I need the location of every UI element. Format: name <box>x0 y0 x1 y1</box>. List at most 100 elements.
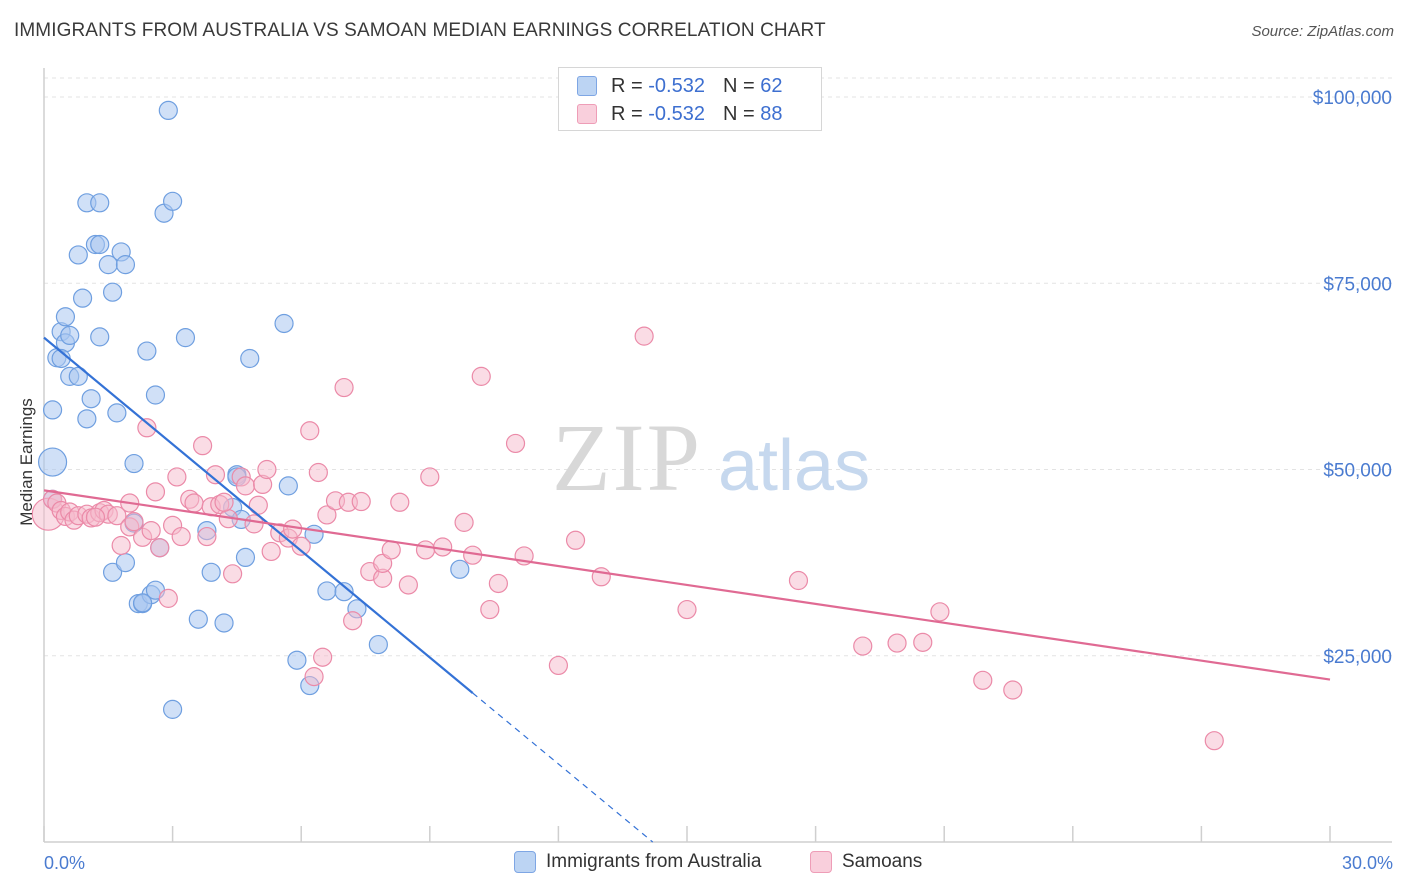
x-tick-label-min: 0.0% <box>44 853 85 873</box>
data-point-australia <box>60 325 80 345</box>
data-point-samoans <box>454 512 474 532</box>
data-point-australia <box>175 328 196 348</box>
data-point-samoans <box>214 492 234 512</box>
legend-r-value: -0.532 <box>648 102 705 125</box>
x-tick-label-max: 30.0% <box>1342 853 1393 873</box>
data-point-samoans <box>235 476 256 496</box>
data-point-samoans <box>373 553 393 573</box>
legend-n-value: 88 <box>760 102 783 125</box>
data-point-australia <box>102 562 123 582</box>
legend-r-label: R = <box>611 74 643 97</box>
data-point-samoans <box>257 459 277 480</box>
data-point-australia <box>115 255 136 275</box>
data-point-samoans <box>548 655 569 676</box>
data-point-samoans <box>381 540 401 560</box>
series-samoans-points <box>31 326 1224 751</box>
data-point-samoans <box>788 570 809 591</box>
data-point-samoans <box>223 564 243 584</box>
data-point-samoans <box>197 526 217 547</box>
trend-lines <box>43 336 1331 843</box>
legend-r-label: R = <box>611 102 643 125</box>
data-point-samoans <box>85 507 106 527</box>
data-point-samoans <box>471 366 491 386</box>
data-point-samoans <box>145 482 166 502</box>
data-point-australia <box>102 282 123 302</box>
trend-line-australia-extension <box>472 692 654 843</box>
bottom-legend-label-australia: Immigrants from Australia <box>546 851 762 872</box>
data-point-australia <box>115 553 136 573</box>
data-point-samoans <box>283 519 303 539</box>
data-point-australia <box>235 547 256 568</box>
data-point-samoans <box>308 462 328 483</box>
data-point-samoans <box>184 493 204 513</box>
data-point-australia <box>240 348 260 369</box>
trend-line-samoans <box>43 489 1331 681</box>
data-point-samoans <box>158 588 178 608</box>
data-point-samoans <box>317 505 337 525</box>
data-point-australia <box>450 559 470 579</box>
bottom-legend-australia[interactable]: Immigrants from Australia <box>514 851 761 873</box>
data-point-australia <box>334 582 354 602</box>
data-point-australia <box>37 447 68 477</box>
data-point-samoans <box>334 377 354 398</box>
data-point-samoans <box>244 514 264 534</box>
chart-title: IMMIGRANTS FROM AUSTRALIA VS SAMOAN MEDI… <box>14 20 826 41</box>
data-point-samoans <box>124 512 144 532</box>
data-point-samoans <box>398 575 418 595</box>
y-tick-label: $25,000 <box>1323 647 1392 668</box>
data-point-australia <box>81 389 101 409</box>
data-point-samoans <box>351 491 371 512</box>
data-point-australia <box>278 476 298 496</box>
data-point-australia <box>163 699 183 719</box>
data-point-samoans <box>205 465 226 485</box>
data-point-samoans <box>193 436 213 456</box>
watermark-zip: ZIP <box>552 404 702 511</box>
data-point-australia <box>158 100 178 121</box>
data-point-samoans <box>1003 680 1023 700</box>
data-point-australia <box>163 191 183 211</box>
data-point-australia <box>90 234 110 255</box>
data-point-australia <box>317 581 337 601</box>
data-point-samoans <box>420 467 440 487</box>
data-point-australia <box>68 245 88 265</box>
data-point-samoans <box>913 632 933 652</box>
legend-swatch-samoans <box>577 104 597 124</box>
data-point-samoans <box>973 670 993 690</box>
series-australia-points <box>37 100 470 719</box>
legend-row-samoans: R = -0.532 N = 88 <box>577 101 782 127</box>
data-point-samoans <box>248 495 268 515</box>
bottom-legend-swatch-australia <box>514 851 536 873</box>
source-label: Source: ZipAtlas.com <box>1251 23 1394 40</box>
data-point-australia <box>132 593 153 613</box>
data-point-australia <box>188 609 208 629</box>
bottom-legend-swatch-samoans <box>810 851 832 873</box>
data-point-samoans <box>111 535 131 556</box>
data-point-samoans <box>141 520 161 541</box>
data-point-samoans <box>291 536 311 556</box>
legend-n-label: N = <box>722 74 755 97</box>
data-point-samoans <box>261 541 281 562</box>
data-point-australia <box>145 385 166 405</box>
data-point-australia <box>77 409 97 429</box>
data-point-australia <box>55 307 76 327</box>
legend-r-value: -0.532 <box>648 74 705 97</box>
data-point-samoans <box>677 599 697 620</box>
data-point-australia <box>72 288 93 308</box>
data-point-samoans <box>488 573 508 594</box>
data-point-australia <box>214 613 234 633</box>
bottom-legend-samoans[interactable]: Samoans <box>810 851 922 873</box>
data-point-samoans <box>853 636 873 656</box>
y-tick-label: $50,000 <box>1323 461 1392 482</box>
data-point-samoans <box>150 538 170 558</box>
correlation-legend: R = -0.532 N = 62 R = -0.532 N = 88 <box>558 67 822 131</box>
data-point-australia <box>42 400 63 420</box>
data-point-samoans <box>300 421 320 441</box>
data-point-australia <box>287 650 307 670</box>
legend-n-label: N = <box>722 102 755 125</box>
legend-row-australia: R = -0.532 N = 62 <box>577 73 782 99</box>
data-point-australia <box>107 403 127 423</box>
bottom-legend-label-samoans: Samoans <box>842 851 923 872</box>
data-point-australia <box>124 453 144 474</box>
data-point-australia <box>90 193 110 213</box>
